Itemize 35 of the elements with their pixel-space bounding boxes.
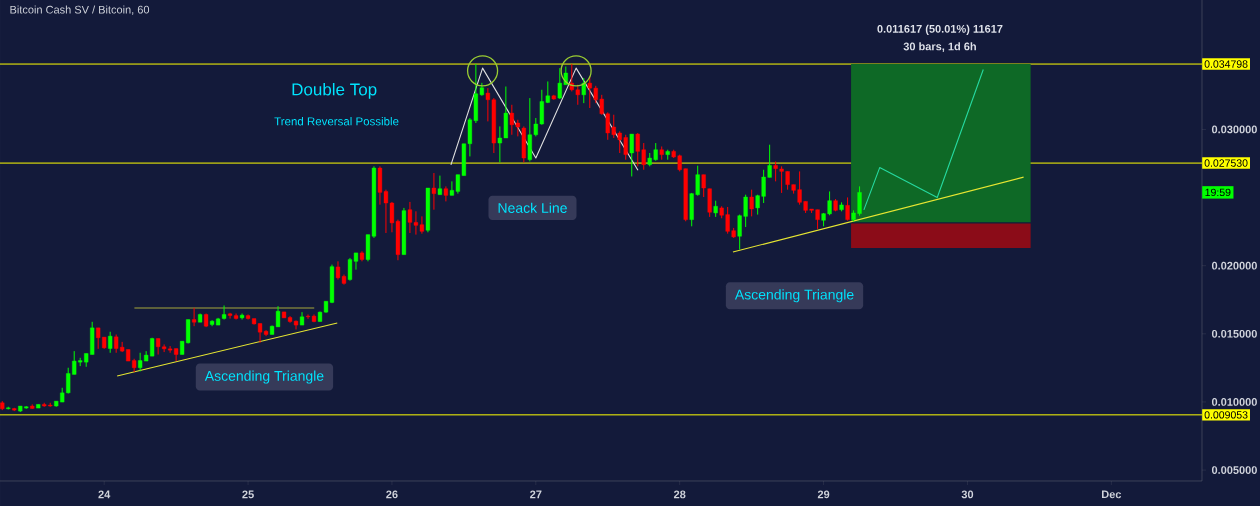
x-tick-label: 25	[242, 490, 254, 499]
x-tick-label: 26	[386, 490, 398, 499]
ref-line-label: 0.034798	[1204, 60, 1248, 68]
candlestick	[191, 307, 197, 327]
y-tick-label: 0.005000	[1211, 466, 1257, 474]
candlestick	[749, 189, 754, 217]
line-series	[450, 67, 639, 171]
candlestick	[629, 133, 634, 177]
annotation: Ascending Triangle	[204, 370, 324, 384]
y-tick-label: 0.020000	[1211, 261, 1257, 270]
x-tick-label: 24	[98, 490, 111, 499]
annotation: 0.011617 (50.01%) 11617	[877, 24, 1003, 35]
text: 19:59	[1205, 188, 1231, 197]
annotation: Double Top	[292, 82, 377, 99]
candlestick	[108, 331, 113, 354]
candlestick	[431, 172, 437, 211]
x-tick-label: 30	[961, 490, 974, 499]
annotation: Trend Reversal Possible	[274, 116, 399, 126]
x-tick-label: 29	[817, 490, 830, 499]
x-tick-label: 28	[673, 490, 686, 499]
candlestick	[581, 77, 586, 104]
annotation: 30 bars, 1d 6h	[903, 42, 976, 52]
y-tick-label: 0.015000	[1211, 329, 1257, 338]
x-tick-label: Dec	[1101, 490, 1122, 499]
annotation: Neack Line	[498, 202, 567, 213]
annotation: Ascending Triangle	[734, 289, 854, 303]
candlestick	[845, 196, 850, 222]
candlestick	[437, 175, 443, 196]
y-tick-label: 0.010000	[1211, 398, 1257, 406]
ref-line-label: 0.009053	[1204, 411, 1248, 419]
candlestick	[443, 185, 449, 202]
ref-line-label: 0.027530	[1204, 159, 1248, 167]
y-tick-label: 0.030000	[1211, 125, 1257, 134]
x-tick-label: 27	[530, 490, 542, 499]
chart-title: Bitcoin Cash SV / Bitcoin, 60	[10, 5, 150, 15]
